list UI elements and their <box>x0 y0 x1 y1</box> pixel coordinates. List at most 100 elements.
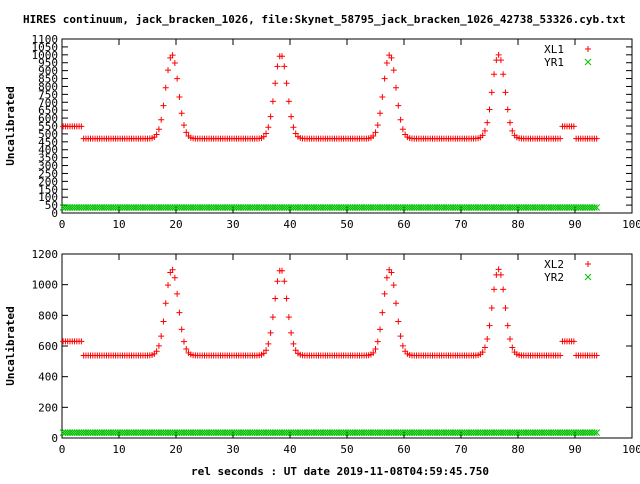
data-point <box>160 102 167 109</box>
x-axis-label: rel seconds : UT date 2019-11-08T04:59:4… <box>191 465 489 478</box>
legend-label: YR2 <box>544 271 564 284</box>
data-point <box>557 352 564 359</box>
y-tick-label: 900 <box>38 65 58 78</box>
data-point <box>393 300 400 307</box>
data-point <box>507 119 514 126</box>
x-tick-label: 30 <box>226 443 239 456</box>
series-YR2 <box>59 429 601 436</box>
x-tick-label: 100 <box>622 443 640 456</box>
data-point <box>390 67 397 74</box>
data-point <box>162 84 169 91</box>
data-point <box>372 129 379 136</box>
data-point <box>265 124 272 131</box>
x-tick-label: 50 <box>340 443 353 456</box>
y-tick-label: 700 <box>38 96 58 109</box>
y-tick-label: 500 <box>38 128 58 141</box>
y-tick-label: 300 <box>38 160 58 173</box>
data-point <box>591 204 598 211</box>
data-point <box>260 350 267 357</box>
y-axis-label: Uncalibrated <box>4 306 17 385</box>
data-point <box>509 127 516 134</box>
y-tick-label: 250 <box>38 167 58 180</box>
data-point <box>491 71 498 78</box>
data-point <box>507 336 514 343</box>
data-point <box>395 102 402 109</box>
x-tick-label: 90 <box>568 218 581 231</box>
legend-marker <box>585 261 591 267</box>
legend-marker <box>584 58 592 66</box>
data-point <box>372 345 379 352</box>
data-point <box>283 80 290 87</box>
y-tick-label: 450 <box>38 136 58 149</box>
data-point <box>288 113 295 120</box>
data-point <box>153 131 160 138</box>
x-tick-label: 10 <box>112 218 125 231</box>
data-point <box>479 349 486 356</box>
series-XL1 <box>60 51 600 142</box>
data-point <box>381 290 388 297</box>
data-point <box>267 329 274 336</box>
data-point <box>484 119 491 126</box>
plot-panels: 0501001502002503003504004505005506006507… <box>4 33 640 456</box>
data-point <box>260 133 267 140</box>
data-point <box>274 63 281 70</box>
data-point <box>285 314 292 321</box>
y-tick-label: 50 <box>45 199 58 212</box>
data-point <box>288 329 295 336</box>
data-point <box>479 132 486 139</box>
data-point <box>381 75 388 82</box>
data-point <box>591 429 598 436</box>
data-point <box>292 347 299 354</box>
data-point <box>570 338 577 345</box>
y-tick-label: 1000 <box>32 49 59 62</box>
data-point <box>370 349 377 356</box>
data-point <box>165 67 172 74</box>
data-point <box>176 309 183 316</box>
y-tick-label: 350 <box>38 152 58 165</box>
data-point <box>379 93 386 100</box>
data-point <box>593 352 600 359</box>
x-tick-label: 50 <box>340 218 353 231</box>
data-point <box>500 286 507 293</box>
legend-marker <box>584 273 592 281</box>
data-point <box>160 318 167 325</box>
data-point <box>267 113 274 120</box>
data-point <box>495 266 502 273</box>
data-point <box>279 53 286 60</box>
chart-panel-2: 0 200 400 600 800 1000 1200 0 10 20 30 40 50 60 70 80 90… <box>4 248 640 456</box>
x-tick-label: 30 <box>226 218 239 231</box>
data-point <box>281 278 288 285</box>
data-point <box>388 54 395 61</box>
y-tick-label: 600 <box>38 112 58 125</box>
data-point <box>500 71 507 78</box>
data-point <box>502 89 509 96</box>
data-point <box>183 129 190 136</box>
x-tick-label: 60 <box>397 443 410 456</box>
x-tick-label: 100 <box>622 218 640 231</box>
legend-marker <box>585 46 591 52</box>
data-point <box>486 322 493 329</box>
x-tick-label: 90 <box>568 443 581 456</box>
data-point <box>283 295 290 302</box>
data-point <box>165 282 172 289</box>
x-tick-label: 80 <box>511 443 524 456</box>
data-point <box>374 122 381 129</box>
data-point <box>180 122 187 129</box>
data-point <box>484 336 491 343</box>
data-point <box>169 52 176 59</box>
chart-panel-1: 0501001502002503003504004505005506006507… <box>4 33 640 231</box>
data-point <box>481 344 488 351</box>
data-point <box>274 278 281 285</box>
series-YR1 <box>59 204 601 211</box>
data-point <box>488 89 495 96</box>
y-tick-label: 400 <box>38 144 58 157</box>
series-XL2 <box>60 266 600 359</box>
y-tick-label: 100 <box>38 191 58 204</box>
y-tick-label: 800 <box>38 309 58 322</box>
x-tick-label: 60 <box>397 218 410 231</box>
data-point <box>272 295 279 302</box>
y-tick-label: 850 <box>38 73 58 86</box>
data-point <box>481 127 488 134</box>
legend-label: XL1 <box>544 43 564 56</box>
